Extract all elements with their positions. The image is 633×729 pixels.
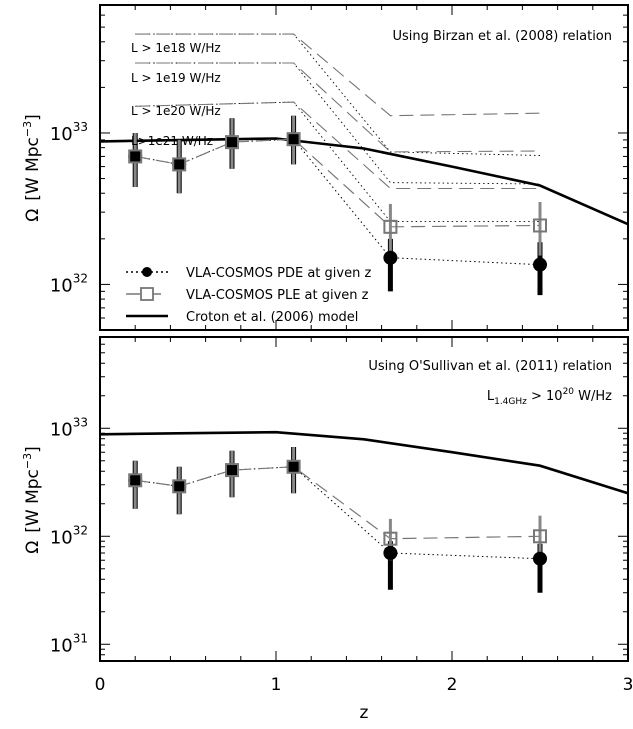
axis-ticks-bottom <box>100 336 628 662</box>
threshold-ple-curve <box>135 62 541 153</box>
ple-marker <box>128 149 143 164</box>
pde-line <box>135 138 541 266</box>
panel-annotation-top: Using Birzan et al. (2008) relation <box>392 29 612 44</box>
pde-marker <box>286 459 301 474</box>
y-tick-label: 1033 <box>50 120 88 145</box>
ple-marker <box>225 463 239 478</box>
pde-marker <box>225 135 239 150</box>
error-bars-bottom <box>132 447 543 593</box>
ple-marker <box>286 459 301 474</box>
y-tick-labels-bottom: 1031 1032 1033 <box>50 415 88 656</box>
y-axis-label-bottom: Ω[W Mpc−3] <box>21 446 43 554</box>
pde-line <box>135 466 541 560</box>
pde-marker <box>128 149 143 164</box>
legend-pde-marker <box>142 267 152 277</box>
y-tick-label: 1033 <box>50 415 88 440</box>
x-tick-label: 2 <box>447 675 458 695</box>
pde-marker <box>533 257 547 272</box>
legend-ple-marker <box>140 287 154 301</box>
pde-marker <box>286 132 301 147</box>
legend: VLA-COSMOS PDE at given z VLA-COSMOS PLE… <box>126 266 371 325</box>
luminosity-threshold-label: L1.4GHz > 1020 W/Hz <box>487 387 612 407</box>
legend-model-label: Croton et al. (2006) model <box>186 310 358 325</box>
y-axis-label-top: Ω[W Mpc−3] <box>21 114 43 222</box>
x-tick-label: 0 <box>95 675 106 695</box>
threshold-pde-curve <box>135 62 541 185</box>
threshold-labels: L > 1e18 W/Hz L > 1e19 W/Hz L > 1e20 W/Hz L… <box>131 41 221 148</box>
x-tick-label: 1 <box>271 675 282 695</box>
ple-marker <box>383 219 398 234</box>
model-curve-line <box>99 430 629 495</box>
legend-pde-label: VLA-COSMOS PDE at given z <box>186 266 371 281</box>
x-tick-label: 3 <box>623 675 633 695</box>
ple-marker <box>225 135 239 150</box>
y-tick-labels-top: 1032 1033 <box>50 120 88 296</box>
threshold-pde-curve <box>135 101 540 223</box>
threshold-curves <box>135 33 541 223</box>
panel-bottom: 1031 1032 1033 0 1 2 3 Using O'Sullivan et al… <box>21 336 633 723</box>
ple-marker <box>128 473 143 488</box>
pde-marker <box>383 250 398 265</box>
data-lines-bottom <box>135 466 541 560</box>
model-curve-bottom <box>99 430 629 495</box>
threshold-pde-curve <box>135 33 541 156</box>
axis-ticks-top <box>100 4 628 331</box>
panel-annotation-bottom: Using O'Sullivan et al. (2011) relation <box>368 359 612 374</box>
ple-marker <box>172 479 187 494</box>
ple-line <box>135 466 541 540</box>
ple-marker <box>533 218 547 233</box>
plot-frame-bottom <box>99 336 629 662</box>
markers-top <box>128 132 547 272</box>
threshold-label: L > 1e18 W/Hz <box>131 41 221 55</box>
ple-marker <box>286 132 301 147</box>
pde-marker <box>225 463 239 478</box>
pde-marker <box>128 473 143 488</box>
threshold-label: L>1e21 W/Hz <box>131 134 213 148</box>
threshold-label: L > 1e20 W/Hz <box>131 104 221 118</box>
threshold-ple-curve <box>135 33 541 117</box>
model-curve-top <box>99 137 629 226</box>
legend-ple-label: VLA-COSMOS PLE at given z <box>186 288 369 303</box>
pde-marker <box>172 157 187 172</box>
ple-marker <box>533 529 547 544</box>
x-tick-labels: 0 1 2 3 <box>95 675 633 695</box>
x-axis-label: z <box>360 703 369 723</box>
plot-frame-top <box>99 4 629 331</box>
panel-top: L > 1e18 W/Hz L > 1e19 W/Hz L > 1e20 W/Hz L… <box>21 4 629 331</box>
pde-marker <box>172 479 187 494</box>
markers-bottom <box>128 459 547 566</box>
ple-marker <box>383 531 398 546</box>
y-tick-label: 1031 <box>50 631 88 656</box>
ple-line <box>135 138 541 228</box>
data-lines-top <box>135 138 541 266</box>
model-curve-line <box>99 137 629 226</box>
y-tick-label: 1032 <box>50 523 88 548</box>
y-tick-label: 1032 <box>50 271 88 296</box>
pde-marker <box>383 546 398 560</box>
pde-marker <box>533 551 547 566</box>
ple-marker <box>172 157 187 172</box>
threshold-label: L > 1e19 W/Hz <box>131 71 221 85</box>
